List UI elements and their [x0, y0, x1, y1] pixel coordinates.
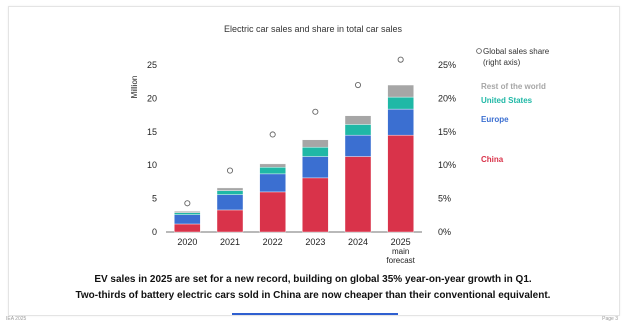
share-marker — [354, 81, 362, 89]
bar-segment-united-states — [302, 146, 329, 157]
progress-divider — [232, 313, 398, 315]
x-tick-label: 2025 — [391, 237, 411, 247]
bar-segment-europe — [387, 108, 414, 136]
share-marker — [184, 200, 191, 207]
bar-segment-rest-of-the-world — [259, 163, 286, 168]
bar-segment-europe — [174, 214, 201, 225]
legend-europe: Europe — [481, 115, 509, 124]
x-tick-label: 2022 — [263, 237, 283, 247]
y2-tick-label: 0% — [438, 227, 451, 237]
y2-tick-label: 25% — [438, 60, 456, 70]
bar-segment-united-states — [174, 212, 201, 215]
bar-segment-rest-of-the-world — [344, 115, 372, 125]
y-tick-label: 25 — [147, 60, 157, 70]
bar-segment-china — [302, 177, 329, 233]
bar-segment-united-states — [387, 96, 414, 110]
legend-united-states: United States — [481, 96, 533, 105]
chart-title: Electric car sales and share in total ca… — [223, 24, 403, 34]
y2-tick-label: 10% — [438, 160, 456, 170]
footer-page-number: Page 3 — [602, 316, 618, 322]
bar-segment-china — [344, 156, 372, 233]
bar-segment-europe — [302, 156, 329, 179]
bar-segment-rest-of-the-world — [216, 187, 244, 191]
bar-segment-europe — [216, 194, 244, 211]
share-marker — [269, 131, 276, 138]
footer-source: IEA 2025 — [6, 316, 27, 322]
y-tick-label: 20 — [147, 93, 157, 103]
x-tick-label: forecast — [386, 256, 415, 265]
y-tick-label: 0 — [152, 227, 157, 237]
x-tick-label: main — [392, 247, 409, 256]
bar-segment-united-states — [259, 167, 286, 175]
y-axis-title: Million — [130, 76, 139, 99]
bar-segment-united-states — [216, 190, 244, 195]
x-tick-label: 2021 — [220, 237, 240, 247]
caption-line-1: EV sales in 2025 are set for a new recor… — [94, 274, 532, 285]
y-tick-label: 15 — [147, 127, 157, 137]
x-tick-label: 2023 — [305, 237, 325, 247]
legend-share-marker — [476, 48, 482, 54]
y-tick-label: 10 — [147, 160, 157, 170]
y2-tick-label: 20% — [438, 93, 456, 103]
share-marker — [312, 108, 319, 115]
y2-tick-label: 15% — [438, 127, 456, 137]
legend-china: China — [481, 155, 504, 164]
bar-segment-europe — [259, 173, 286, 193]
y2-tick-label: 5% — [438, 194, 451, 204]
bar-segment-china — [387, 134, 414, 233]
legend-rest-of-the-world: Rest of the world — [481, 82, 546, 91]
bar-segment-china — [216, 209, 244, 233]
share-marker — [397, 56, 404, 63]
y-tick-label: 5 — [152, 194, 157, 204]
x-tick-label: 2024 — [348, 237, 368, 247]
bar-segment-rest-of-the-world — [174, 211, 201, 213]
share-marker — [226, 167, 234, 174]
bar-segment-europe — [344, 134, 372, 157]
bar-segment-united-states — [344, 124, 372, 136]
bar-segment-china — [174, 223, 201, 233]
legend-share-sublabel: (right axis) — [483, 58, 521, 67]
caption-line-2: Two-thirds of battery electric cars sold… — [75, 290, 551, 301]
bar-segment-rest-of-the-world — [387, 84, 414, 98]
bar-segment-rest-of-the-world — [302, 139, 329, 148]
x-tick-label: 2020 — [177, 237, 197, 247]
bar-segment-china — [259, 191, 286, 233]
legend-share-label: Global sales share — [483, 47, 550, 56]
